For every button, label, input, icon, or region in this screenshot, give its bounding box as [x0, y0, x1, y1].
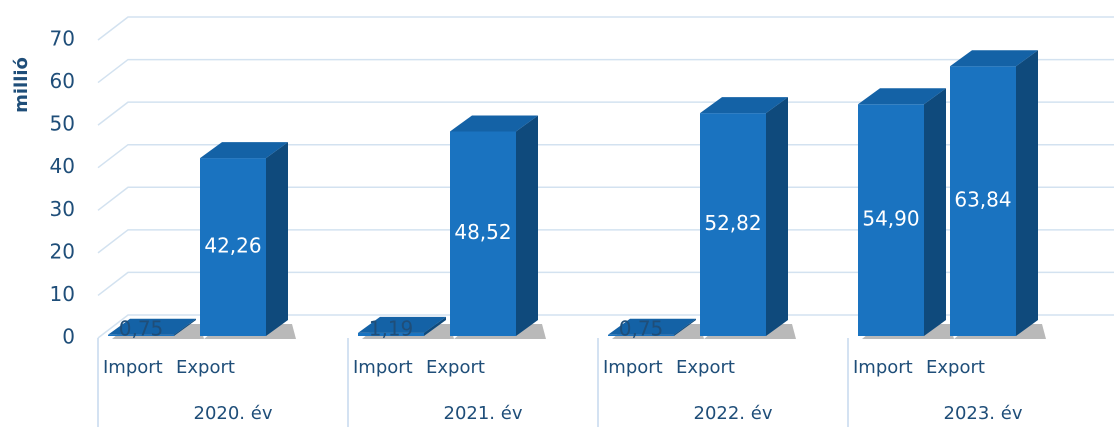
value-label: 0,75 — [619, 317, 664, 341]
bar-side — [174, 318, 196, 336]
bar-front — [450, 131, 516, 336]
value-label: 0,75 — [119, 317, 164, 341]
bar-top — [358, 316, 446, 333]
bar-side — [266, 142, 288, 336]
series-label: Export — [176, 357, 235, 378]
x-tick-label: 2022. év — [694, 403, 773, 424]
bar-front — [608, 334, 674, 336]
series-label: Import — [603, 357, 663, 378]
value-label: 63,84 — [954, 188, 1011, 212]
bar-side — [424, 316, 446, 336]
bar-front — [108, 334, 174, 336]
y-tick-label: 20 — [50, 239, 75, 263]
y-tick-label: 30 — [50, 197, 75, 221]
series-label: Export — [676, 357, 735, 378]
bar-front — [700, 113, 766, 336]
bar-top — [700, 97, 788, 114]
bar-side — [516, 115, 538, 337]
value-label: 1,19 — [369, 317, 414, 341]
y-axis-label: millió — [11, 57, 32, 113]
value-label: 42,26 — [204, 234, 261, 258]
x-tick-label: 2021. év — [444, 403, 523, 424]
grid-line — [97, 16, 1114, 41]
bar-top — [858, 88, 946, 105]
x-tick-label: 2020. év — [194, 403, 273, 424]
bar-top — [608, 318, 696, 335]
series-label: Export — [426, 357, 485, 378]
bar-front — [200, 158, 266, 336]
value-label: 54,90 — [862, 207, 919, 231]
y-tick-label: 70 — [50, 27, 75, 51]
bar-front — [858, 104, 924, 336]
y-tick-label: 60 — [50, 69, 75, 93]
y-tick-label: 0 — [62, 325, 75, 349]
bar-front — [950, 66, 1016, 336]
series-label: Import — [853, 357, 913, 378]
series-label: Import — [103, 357, 163, 378]
y-tick-label: 50 — [50, 112, 75, 136]
series-label: Export — [926, 357, 985, 378]
bar-top — [200, 142, 288, 159]
bar-front — [358, 332, 424, 336]
x-tick-label: 2023. év — [944, 403, 1023, 424]
y-tick-label: 40 — [50, 154, 75, 178]
value-label: 48,52 — [454, 220, 511, 244]
bar-top — [450, 115, 538, 132]
grid-line — [97, 58, 1114, 84]
bar-top — [950, 50, 1038, 67]
bar-side — [924, 88, 946, 336]
y-tick-label: 10 — [50, 282, 75, 306]
bar-top — [108, 318, 196, 335]
bar-side — [766, 97, 788, 336]
bar-side — [1016, 50, 1038, 336]
value-label: 52,82 — [704, 211, 761, 235]
bar-side — [674, 318, 696, 336]
series-label: Import — [353, 357, 413, 378]
